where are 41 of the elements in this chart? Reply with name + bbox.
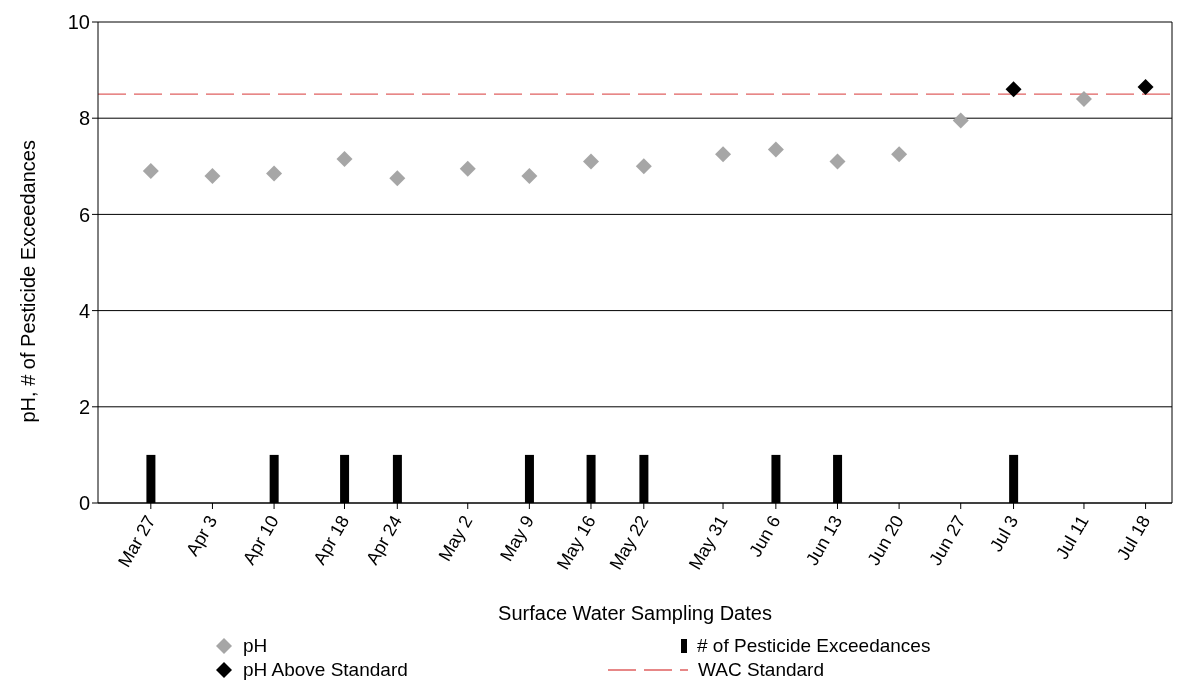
point [582, 153, 599, 170]
y-tick-label: 6 [78, 203, 90, 226]
legend-label: WAC Standard [698, 659, 825, 681]
point [521, 167, 538, 184]
point [142, 163, 159, 180]
point [952, 112, 969, 129]
point [1075, 90, 1092, 107]
point [389, 170, 406, 187]
x-tick-label: Jul 18 [1112, 512, 1155, 564]
x-tick-label: Apr 18 [309, 512, 354, 568]
point [829, 153, 846, 170]
point [266, 165, 283, 182]
point [891, 146, 908, 163]
x-tick-label: Jun 27 [925, 512, 970, 569]
point [715, 146, 732, 163]
x-tick-label: Jun 20 [863, 512, 908, 569]
x-axis-title: Surface Water Sampling Dates [498, 602, 772, 624]
point [204, 167, 221, 184]
x-tick-label: Apr 10 [238, 512, 283, 568]
x-tick-label: Mar 27 [114, 512, 160, 571]
legend-label: # of Pesticide Exceedances [697, 635, 931, 657]
point [1005, 81, 1022, 98]
point [635, 158, 652, 175]
point [336, 151, 353, 168]
x-tick-label: Jul 11 [1051, 512, 1093, 563]
point [1137, 78, 1154, 95]
x-tick-label: Jul 3 [985, 512, 1023, 555]
point [767, 141, 784, 158]
y-tick-label: 8 [78, 107, 90, 130]
point [459, 160, 476, 177]
legend-label: pH [243, 635, 268, 657]
x-tick-label: Jun 13 [801, 512, 847, 569]
y-tick-label: 4 [78, 299, 90, 322]
y-tick-label: 10 [67, 11, 90, 34]
y-tick-label: 0 [78, 492, 90, 515]
x-tick-label: Jun 6 [745, 512, 785, 561]
legend-label: pH Above Standard [243, 659, 408, 681]
y-axis-title: pH, # of Pesticide Exceedances [17, 140, 40, 423]
y-tick-label: 2 [78, 395, 90, 418]
x-tick-label: Apr 3 [182, 512, 222, 560]
x-tick-label: Apr 24 [362, 512, 406, 568]
